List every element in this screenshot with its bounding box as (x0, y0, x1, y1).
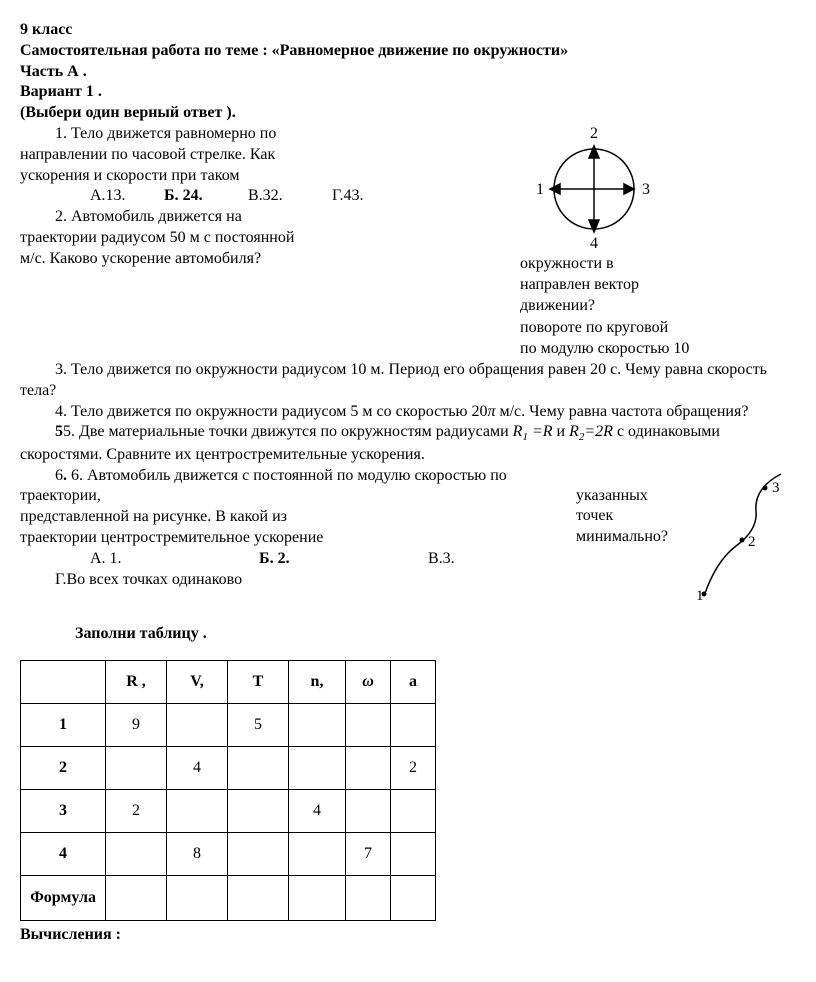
q1-opt-c: В.32. (213, 186, 293, 207)
fig2-p3: 3 (772, 480, 780, 496)
hdr-r: R , (106, 661, 167, 704)
part-line: Часть А . (20, 62, 796, 83)
figure-2-block: указанных точек минимально? 1 2 3 (576, 466, 796, 606)
variant-line: Вариант 1 . (20, 82, 796, 103)
hdr-a: a (391, 661, 436, 704)
q2-side-l2: по модулю скоростью 10 (520, 339, 689, 360)
table-title: Заполни таблицу . (75, 624, 796, 645)
q2-side-l1: повороте по круговой (520, 318, 689, 339)
hdr-v: V, (167, 661, 228, 704)
q6-opt-a: А. 1. (55, 549, 220, 570)
table-row: 1 9 5 (21, 704, 436, 747)
hdr-w: ω (346, 661, 391, 704)
q1-side-l2: направлен вектор (520, 275, 689, 296)
q1-opt-a: А.13. (55, 186, 125, 207)
q1-side-l1: окружности в (520, 254, 689, 275)
fig1-label-3: 3 (642, 181, 650, 198)
q3-text: 3. Тело движется по окружности радиусом … (20, 360, 796, 402)
q4-text: 4. Тело движется по окружности радиусом … (20, 402, 796, 423)
grade-line: 9 класс (20, 20, 796, 41)
q1-opt-b: Б. 24. (129, 186, 209, 207)
q6-opt-b: Б. 2. (224, 549, 389, 570)
q6-side-l2: указанных точек (576, 486, 686, 528)
fig1-label-1: 1 (536, 181, 544, 198)
q6-opt-c: В.3. (393, 549, 455, 570)
fig2-p2: 2 (748, 534, 756, 550)
fig2-p1: 1 (696, 588, 704, 604)
figure-1-block: 2 1 3 4 окружности в направлен вектор дв… (516, 124, 796, 360)
work-title: Самостоятельная работа по теме : «Равном… (20, 41, 796, 62)
table-row: 4 8 7 (21, 833, 436, 876)
q1-opt-d: Г.43. (297, 186, 363, 207)
fig1-label-2: 2 (590, 125, 598, 142)
q6-side-l3: минимально? (576, 527, 686, 548)
fig1-label-4: 4 (590, 235, 598, 252)
figure-1-side-text: окружности в направлен вектор движении? … (520, 254, 689, 360)
table-formula-row: Формула (21, 876, 436, 921)
instruction-line: (Выбери один верный ответ ). (20, 103, 796, 124)
fill-table: R , V, T n, ω a 1 9 5 2 4 2 3 2 (20, 660, 436, 921)
circle-diagram: 2 1 3 4 (516, 124, 656, 254)
q5-text: 55. Две материальные точки движутся по о… (20, 422, 796, 465)
hdr-n: n, (289, 661, 346, 704)
hdr-t: T (228, 661, 289, 704)
calculations-label: Вычисления : (20, 925, 796, 946)
table-row: 2 4 2 (21, 747, 436, 790)
q1-side-l3: движении? (520, 296, 689, 317)
table-row: 3 2 4 (21, 790, 436, 833)
curve-diagram: 1 2 3 (686, 466, 796, 606)
table-header-row: R , V, T n, ω a (21, 661, 436, 704)
